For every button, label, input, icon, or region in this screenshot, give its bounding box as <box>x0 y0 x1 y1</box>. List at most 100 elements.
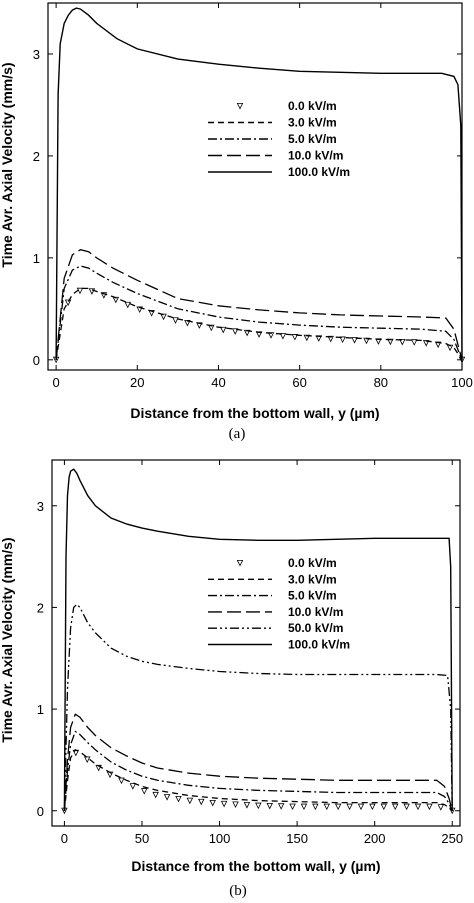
series-line <box>63 748 453 812</box>
legend-marker <box>236 103 244 110</box>
data-point <box>391 803 399 811</box>
data-point <box>231 328 239 335</box>
data-point <box>198 798 205 806</box>
data-point <box>118 777 125 785</box>
data-point <box>129 783 137 790</box>
data-point <box>403 803 410 811</box>
data-point <box>399 338 406 346</box>
data-point <box>100 292 108 299</box>
data-point <box>323 803 331 811</box>
data-point <box>186 797 194 805</box>
series-0-0-kV-m <box>52 287 466 364</box>
data-point <box>277 803 285 810</box>
legend-label: 10.0 kV/m <box>288 149 343 163</box>
data-point <box>255 802 262 810</box>
y-tick-label: 3 <box>37 499 44 514</box>
y-tick-label: 2 <box>37 600 44 615</box>
series-5-0-kV-m <box>63 730 453 812</box>
legend-label: 3.0 kV/m <box>288 116 337 130</box>
x-tick-label: 100 <box>451 375 473 390</box>
series-line <box>55 249 463 360</box>
data-point <box>175 795 182 803</box>
legend-label: 0.0 kV/m <box>288 99 337 113</box>
series-100-0-kV-m <box>63 468 453 811</box>
data-point <box>172 317 179 324</box>
legend-label: 100.0 kV/m <box>288 638 350 652</box>
y-axis-title: Time Avr. Axial Velocity (mm/s) <box>0 537 15 742</box>
series-5-0-kV-m <box>55 265 463 361</box>
legend-label: 5.0 kV/m <box>288 132 337 146</box>
series-line <box>63 603 453 811</box>
y-tick-label: 0 <box>33 353 40 368</box>
legend-label: 50.0 kV/m <box>288 621 343 635</box>
y-tick-label: 2 <box>33 149 40 164</box>
data-point <box>141 788 148 795</box>
x-axis-title: Distance from the bottom wall, y (µm) <box>130 405 379 421</box>
data-point <box>334 803 342 811</box>
series-line <box>55 7 463 360</box>
data-point <box>279 333 287 340</box>
series-line <box>63 468 453 811</box>
data-point <box>351 337 358 344</box>
series-line <box>63 713 453 811</box>
series-10-0-kV-m <box>63 713 453 811</box>
data-point <box>291 334 299 341</box>
legend-marker <box>236 560 244 567</box>
series-line <box>55 287 463 361</box>
series-100-0-kV-m <box>55 7 463 360</box>
data-point <box>220 800 228 808</box>
legend-label: 3.0 kV/m <box>288 572 337 586</box>
y-tick-label: 3 <box>33 47 40 62</box>
data-point <box>411 339 418 346</box>
data-point <box>437 804 445 811</box>
x-tick-label: 0 <box>53 375 60 390</box>
data-point <box>266 802 273 810</box>
series-10-0-kV-m <box>55 249 463 360</box>
series-line <box>55 265 463 361</box>
x-tick-label: 50 <box>135 831 149 846</box>
y-axis-title: Time Avr. Axial Velocity (mm/s) <box>0 62 15 267</box>
series-3-0-kV-m <box>55 287 463 361</box>
data-point <box>357 803 365 811</box>
data-point <box>209 799 216 807</box>
data-point <box>76 287 84 295</box>
data-point <box>300 803 308 811</box>
series-line <box>63 730 453 812</box>
x-tick-label: 0 <box>61 831 68 846</box>
data-point <box>414 803 422 811</box>
data-point <box>88 288 96 295</box>
series-0-0-kV-m <box>61 749 456 815</box>
plot-frame <box>51 459 461 827</box>
series-50-0-kV-m <box>63 603 453 811</box>
legend-label: 0.0 kV/m <box>288 556 337 570</box>
data-point <box>289 803 296 811</box>
data-point <box>163 794 171 801</box>
legend-label: 10.0 kV/m <box>288 605 343 619</box>
data-point <box>124 301 131 309</box>
data-point <box>369 803 376 811</box>
x-tick-label: 40 <box>211 375 225 390</box>
chart-panel-0: 0 20 40 60 80 100 0 1 2 3 Distance from the bottom… <box>0 2 473 442</box>
y-tick-label: 1 <box>37 702 44 717</box>
figure-caption: (a) <box>229 426 246 442</box>
data-point <box>380 803 388 811</box>
x-tick-label: 20 <box>130 375 144 390</box>
data-point <box>312 803 319 811</box>
data-point <box>339 336 346 344</box>
data-point <box>64 299 72 307</box>
y-tick-label: 0 <box>37 804 44 819</box>
x-tick-label: 80 <box>374 375 388 390</box>
x-tick-label: 200 <box>364 831 386 846</box>
x-tick-label: 100 <box>209 831 231 846</box>
chart-panel-1: 0 50 100 150 200 250 0 1 2 3 Distance from the bot… <box>0 459 463 899</box>
legend-label: 100.0 kV/m <box>288 165 350 179</box>
data-point <box>243 802 251 809</box>
x-tick-label: 60 <box>292 375 306 390</box>
x-tick-label: 150 <box>286 831 308 846</box>
x-axis-title: Distance from the bottom wall, y (µm) <box>131 858 380 874</box>
data-point <box>152 791 159 799</box>
figure-caption: (b) <box>229 883 247 899</box>
data-point <box>346 803 353 811</box>
x-tick-label: 250 <box>441 831 463 846</box>
